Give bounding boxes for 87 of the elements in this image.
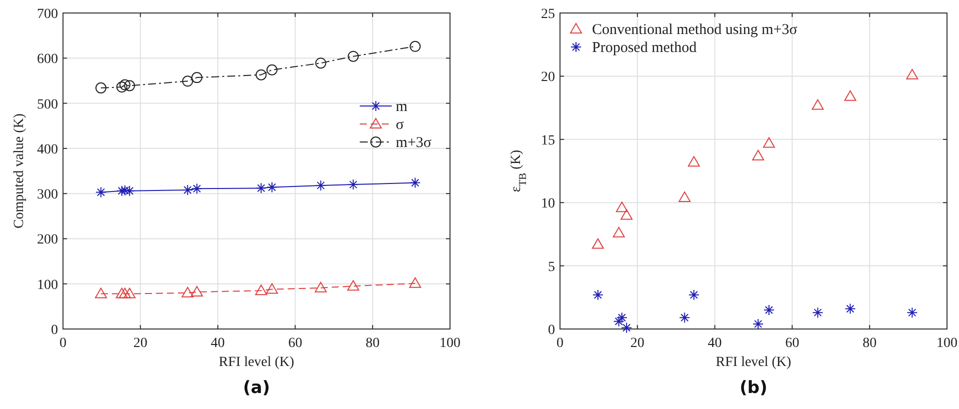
point bbox=[266, 283, 278, 294]
point bbox=[844, 90, 856, 101]
x-axis-title: RFI level (K) bbox=[218, 355, 295, 370]
point bbox=[255, 284, 268, 296]
point bbox=[844, 303, 856, 314]
point bbox=[124, 185, 136, 196]
y-tick-label: 400 bbox=[37, 142, 58, 158]
point bbox=[592, 289, 604, 300]
point bbox=[95, 82, 106, 94]
point bbox=[410, 177, 421, 188]
point bbox=[410, 40, 421, 52]
point bbox=[315, 180, 326, 191]
point bbox=[190, 286, 203, 296]
point bbox=[762, 137, 775, 148]
point bbox=[182, 76, 194, 87]
x-tick-label: 60 bbox=[785, 336, 800, 351]
y-axis-title: Computed value (K) bbox=[12, 113, 27, 229]
legend-label: Proposed method bbox=[592, 40, 698, 56]
point bbox=[616, 312, 628, 324]
point bbox=[119, 184, 130, 196]
x-tick-label: 20 bbox=[630, 336, 644, 351]
point bbox=[752, 150, 764, 160]
legend-label: σ bbox=[396, 117, 404, 133]
x-tick-label: 100 bbox=[936, 336, 958, 351]
x-tick-label: 20 bbox=[133, 336, 148, 351]
point bbox=[592, 238, 604, 249]
y-tick-label: 0 bbox=[51, 323, 58, 338]
point bbox=[752, 318, 764, 330]
y-tick-label: 700 bbox=[37, 7, 58, 22]
point bbox=[124, 288, 136, 298]
y-tick-label: 5 bbox=[548, 260, 555, 275]
point bbox=[679, 312, 690, 324]
point bbox=[182, 286, 194, 298]
y-tick-label: 10 bbox=[541, 196, 555, 212]
point bbox=[812, 99, 824, 110]
x-tick-label: 40 bbox=[708, 336, 722, 351]
point bbox=[94, 288, 107, 298]
point bbox=[124, 80, 136, 92]
point bbox=[688, 156, 700, 167]
point bbox=[314, 282, 327, 292]
point bbox=[812, 307, 824, 318]
point bbox=[266, 182, 278, 193]
legend-label: m+3σ bbox=[396, 135, 432, 151]
x-tick-label: 80 bbox=[366, 336, 380, 351]
y-tick-label: 0 bbox=[548, 323, 555, 338]
text: (b) bbox=[740, 378, 768, 398]
point bbox=[678, 192, 691, 202]
point bbox=[95, 186, 106, 198]
point bbox=[116, 82, 128, 93]
point bbox=[116, 185, 128, 196]
point bbox=[116, 288, 128, 298]
x-tick-label: 100 bbox=[440, 336, 460, 351]
point bbox=[191, 72, 202, 84]
point bbox=[347, 280, 360, 291]
point bbox=[348, 179, 359, 190]
text: (a) bbox=[242, 378, 270, 398]
y-tick-label: 300 bbox=[37, 188, 58, 203]
y-tick-label: 600 bbox=[37, 52, 58, 68]
point bbox=[348, 50, 359, 62]
point bbox=[616, 202, 628, 212]
point bbox=[688, 289, 700, 300]
point bbox=[315, 58, 326, 69]
point bbox=[266, 64, 278, 76]
point bbox=[256, 69, 267, 80]
point bbox=[182, 184, 194, 196]
point bbox=[119, 79, 130, 90]
point bbox=[118, 288, 131, 298]
point bbox=[620, 209, 633, 220]
legend-label: Conventional method using m+3σ bbox=[592, 22, 798, 38]
point bbox=[256, 182, 267, 194]
x-axis-title: RFI level (K) bbox=[716, 355, 792, 370]
y-tick-label: 15 bbox=[541, 133, 555, 148]
legend-label: m bbox=[396, 99, 408, 115]
point bbox=[612, 226, 625, 238]
point bbox=[906, 68, 918, 80]
y-tick-label: 200 bbox=[37, 232, 58, 248]
y-tick-label: 20 bbox=[541, 70, 555, 86]
point bbox=[191, 183, 202, 194]
y-tick-label: 500 bbox=[37, 97, 58, 112]
point bbox=[763, 304, 774, 316]
point bbox=[409, 277, 422, 288]
y-tick-label: 100 bbox=[37, 278, 58, 293]
x-tick-label: 60 bbox=[288, 336, 302, 351]
y-tick-label: 25 bbox=[541, 7, 555, 22]
x-tick-label: 40 bbox=[210, 336, 225, 351]
x-tick-label: 80 bbox=[862, 336, 877, 351]
point bbox=[906, 307, 918, 318]
